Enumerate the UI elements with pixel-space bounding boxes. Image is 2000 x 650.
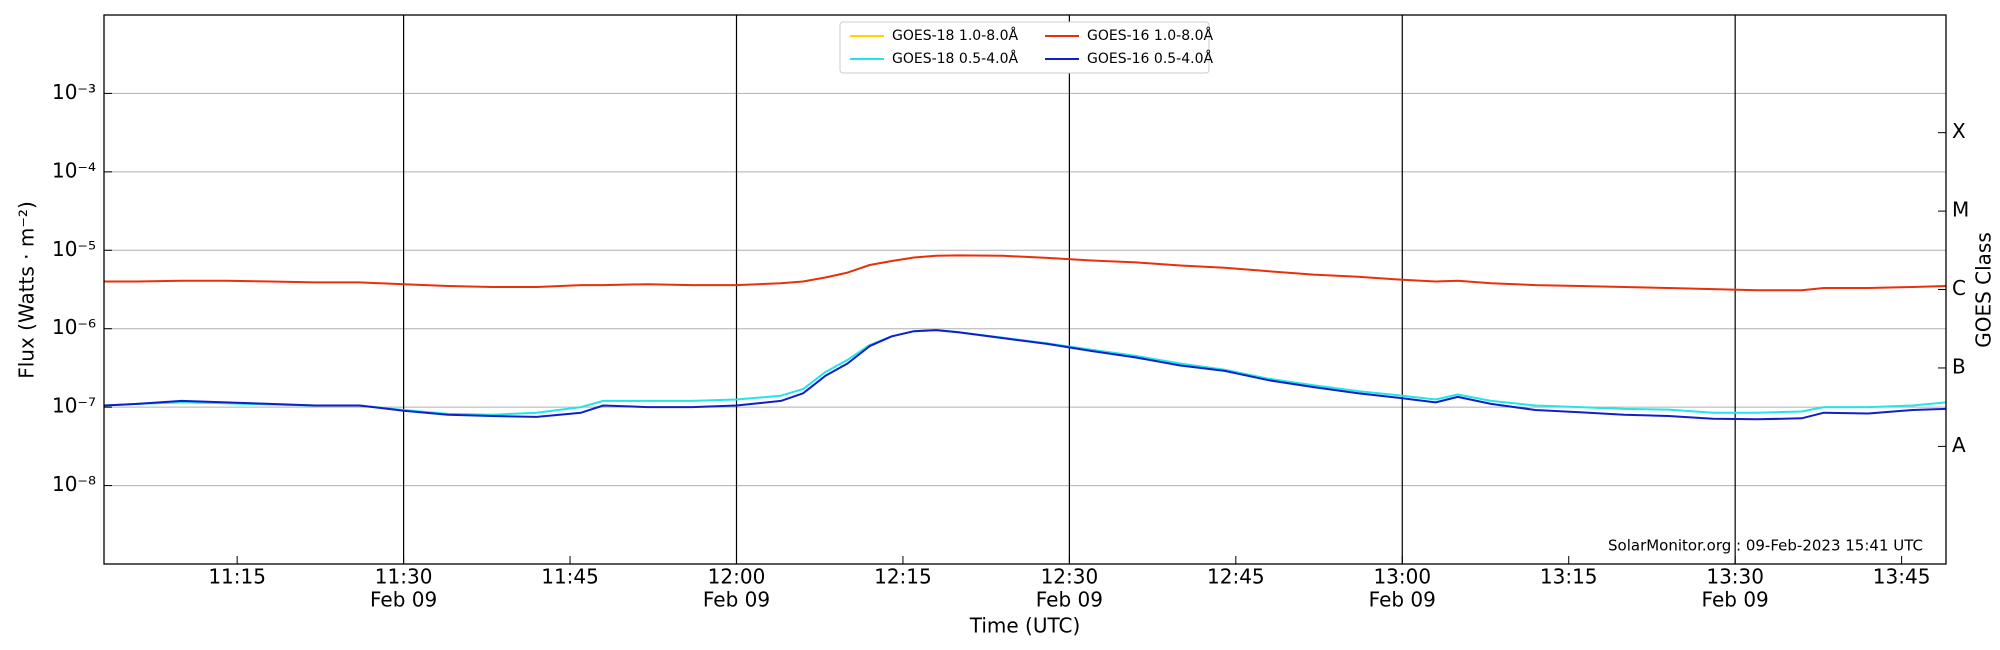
legend-label: GOES-18 1.0-8.0Å [892,27,1018,44]
x-tick-label: 12:45 [1207,565,1265,589]
legend-label: GOES-18 0.5-4.0Å [892,50,1018,67]
annotation: SolarMonitor.org : 09-Feb-2023 15:41 UTC [1608,537,1923,555]
y-tick-label: 10⁻⁵ [52,237,96,261]
x-tick-label: 11:45 [541,565,599,589]
x-tick-label: 11:30 [375,565,433,589]
x-tick-date: Feb 09 [370,588,437,612]
y2-tick-label: C [1952,276,1966,300]
legend-box [839,21,1210,74]
x-tick-date: Feb 09 [1036,588,1103,612]
x-axis-label: Time (UTC) [969,614,1081,638]
x-tick-label: 12:30 [1041,565,1099,589]
series-line [103,329,1947,421]
x-tick-label: 13:45 [1873,565,1931,589]
y2-axis-label: GOES Class [1972,232,1996,348]
y-tick-label: 10⁻⁷ [52,394,96,418]
x-tick-label: 13:15 [1540,565,1598,589]
y2-tick-label: B [1952,354,1966,378]
x-tick-date: Feb 09 [1702,588,1769,612]
x-tick-label: 13:00 [1373,565,1431,589]
legend-label: GOES-16 0.5-4.0Å [1087,50,1213,67]
y2-tick-label: M [1952,198,1969,222]
y-tick-label: 10⁻³ [52,80,96,104]
x-tick-label: 13:30 [1706,565,1764,589]
y2-tick-label: A [1952,433,1966,457]
y-tick-label: 10⁻⁶ [52,315,96,339]
y2-tick-label: X [1952,119,1966,143]
plot-frame [103,14,1947,565]
x-tick-label: 12:15 [874,565,932,589]
x-tick-label: 11:15 [208,565,266,589]
x-tick-date: Feb 09 [703,588,770,612]
series-line [104,254,1947,292]
x-tick-date: Feb 09 [1369,588,1436,612]
y-tick-label: 10⁻⁸ [52,472,96,496]
y-tick-label: 10⁻⁴ [52,158,96,182]
legend-label: GOES-16 1.0-8.0Å [1087,27,1213,44]
y-axis-label: Flux (Watts · m⁻²) [15,201,39,379]
x-tick-label: 12:00 [708,565,766,589]
